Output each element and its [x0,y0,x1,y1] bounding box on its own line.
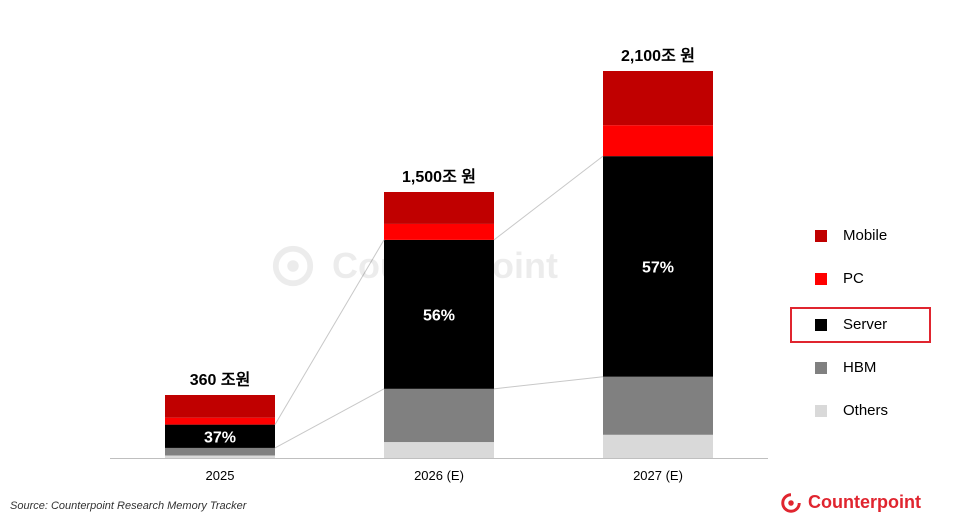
connector-line [274,388,385,449]
legend-swatch [815,319,827,331]
segment-label: 37% [204,429,236,446]
legend-item-mobile: Mobile [790,218,930,254]
bar-segment-others-1 [384,442,494,458]
legend-swatch [815,273,827,285]
bar-segment-server-1 [384,239,494,389]
counterpoint-logo-icon [781,492,802,513]
legend-swatch [815,362,827,374]
x-tick-label: 2026 (E) [414,468,464,483]
legend-label: Server [843,316,888,333]
bar-segment-pc-2 [603,125,713,157]
x-tick-label: 2025 [206,468,235,483]
legend-label: Others [843,402,889,419]
bar-segment-mobile-2 [603,71,713,126]
legend-swatch [815,405,827,417]
x-tick-label: 2027 (E) [633,468,683,483]
segment-label: 57% [642,259,674,276]
legend-label: HBM [843,359,877,376]
total-label: 360 조원 [190,371,251,389]
legend-swatch [815,230,827,242]
legend: Mobile PC Server HBM Others [790,0,931,522]
legend-item-server: Server [790,307,931,343]
legend-item-hbm: HBM [790,350,930,386]
total-label: 1,500조 원 [402,168,476,186]
legend-item-pc: PC [790,261,930,297]
bar-segment-pc-0 [165,417,275,425]
brand-name: Counterpoint [808,492,921,512]
bar-segment-mobile-1 [384,192,494,224]
total-label: 2,100조 원 [621,47,695,65]
bar-segment-mobile-0 [165,395,275,418]
connector-line [274,239,385,425]
source-note: Source: Counterpoint Research Memory Tra… [10,500,247,512]
bar-segment-others-2 [603,434,713,458]
bar-segment-hbm-0 [165,447,275,456]
watermark-name: Counterpoint [332,245,558,286]
bar-segment-hbm-1 [384,388,494,443]
bar-segment-server-2 [603,156,713,377]
connector-line [493,376,604,390]
bar-segment-pc-1 [384,223,494,240]
bar-segment-server-0 [165,424,275,448]
bar-segment-hbm-2 [603,376,713,435]
connector-line [493,155,604,241]
legend-label: PC [843,270,864,287]
legend-label: Mobile [843,227,888,244]
segment-label: 56% [423,307,455,324]
legend-item-others: Others [790,393,930,429]
bar-segment-others-0 [165,455,275,458]
counterpoint-logo-icon [272,245,314,287]
